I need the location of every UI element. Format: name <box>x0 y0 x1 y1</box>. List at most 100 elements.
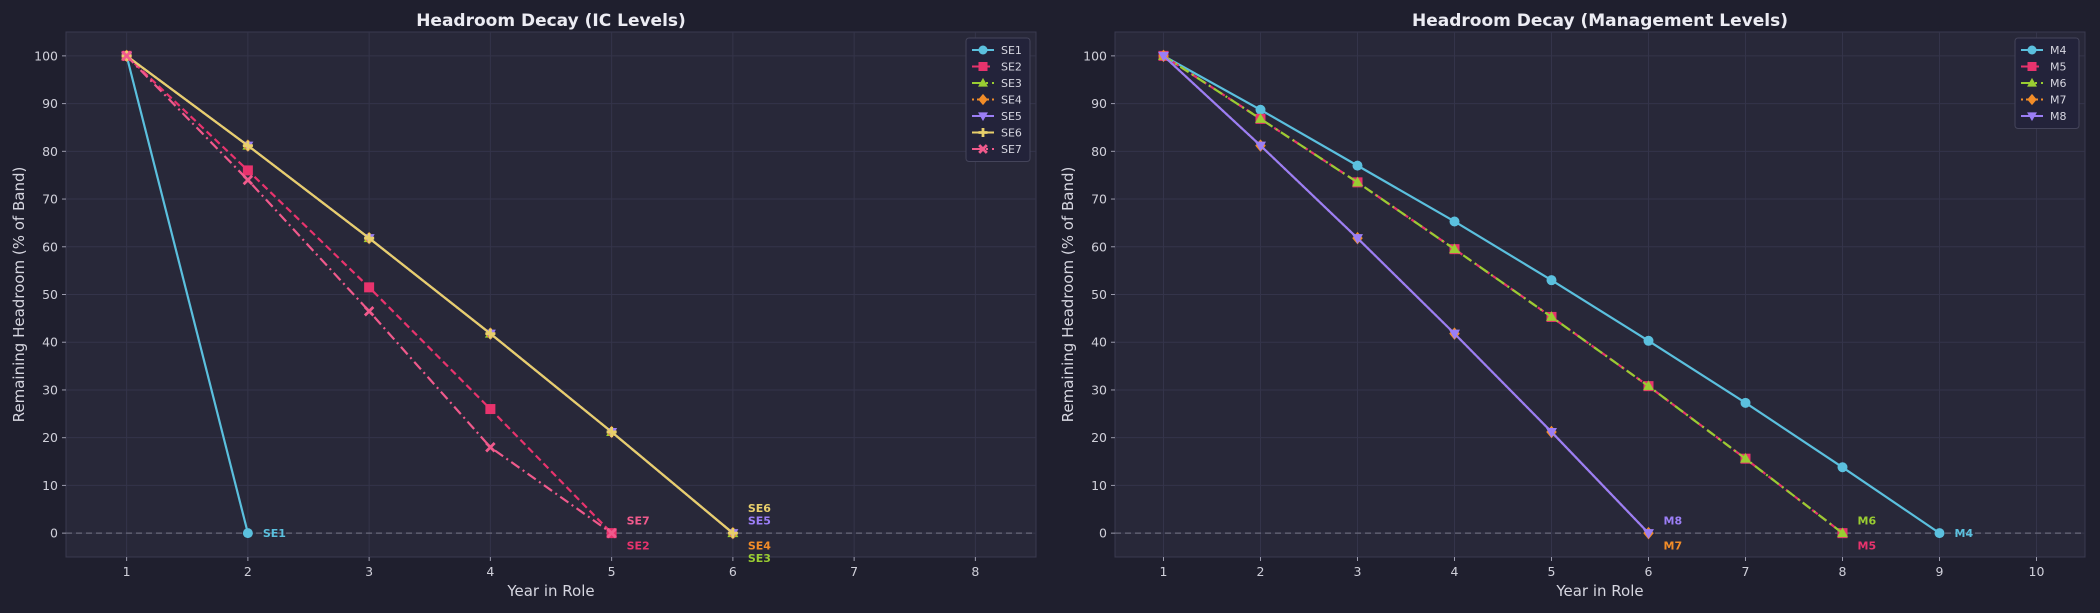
data-point-m6 <box>1546 311 1557 321</box>
legend-item-m4: M4 <box>2021 44 2067 57</box>
x-tick-label: 10 <box>2029 564 2045 579</box>
data-point-se2 <box>485 404 496 415</box>
x-tick-label: 4 <box>486 564 494 579</box>
mgmt-end-labels: M8 M7 M6 M5 M4 <box>1664 515 1974 553</box>
legend-item-se1: SE1 <box>972 44 1022 57</box>
y-tick-label: 10 <box>1091 478 1107 493</box>
mgmt-chart-title: Headroom Decay (Management Levels) <box>1412 11 1788 31</box>
legend-item-se4: SE4 <box>972 94 1022 107</box>
y-tick-label: 100 <box>1083 48 1107 63</box>
x-tick-label: 5 <box>1548 564 1556 579</box>
data-point-m6 <box>1449 243 1460 254</box>
series-se6 <box>121 50 738 539</box>
end-label-se4: SE4 <box>748 540 771 553</box>
data-point-se7 <box>606 527 617 539</box>
data-point-m8 <box>1352 234 1363 244</box>
end-label-se2: SE2 <box>627 540 650 553</box>
y-tick-label: 60 <box>1091 239 1107 254</box>
series-line-se6 <box>125 54 734 534</box>
x-tick-label: 4 <box>1451 564 1459 579</box>
y-tick-label: 40 <box>1091 335 1107 350</box>
data-point-se6 <box>485 328 496 339</box>
legend-item-m5: M5 <box>2021 61 2067 74</box>
data-point-se6 <box>242 140 253 151</box>
data-point-m6 <box>1837 527 1848 538</box>
data-point-m8 <box>1546 427 1557 438</box>
ic-legend: SE1 SE2 SE3 SE4 SE5 SE6 SE7 <box>965 37 1031 162</box>
legend-label: SE3 <box>1001 77 1022 90</box>
mgmt-legend: M4 M5 M6 M7 M8 <box>2014 37 2080 129</box>
legend-label: SE7 <box>1001 143 1022 156</box>
y-tick-label: 30 <box>42 382 58 397</box>
y-tick-label: 40 <box>42 335 58 350</box>
y-tick-label: 10 <box>42 478 58 493</box>
x-tick-label: 1 <box>123 564 131 579</box>
data-point-m8 <box>1158 51 1169 62</box>
data-point-m4 <box>1449 216 1460 227</box>
x-tick-label: 6 <box>1645 564 1653 579</box>
legend-label: SE1 <box>1001 44 1022 57</box>
x-tick-label: 5 <box>608 564 616 579</box>
legend-swatch-marker <box>978 144 988 154</box>
y-tick-label: 20 <box>1091 430 1107 445</box>
legend-label: M5 <box>2050 61 2067 74</box>
data-point-se1 <box>242 528 253 539</box>
y-tick-label: 70 <box>42 192 58 207</box>
series-m8 <box>1158 51 1654 539</box>
legend-swatch-marker <box>978 128 988 137</box>
data-point-se7 <box>485 441 496 453</box>
data-point-m4 <box>1643 335 1654 346</box>
data-point-m4 <box>1740 397 1751 408</box>
legend-swatch-marker <box>2027 77 2037 87</box>
legend-swatch-marker <box>2027 93 2037 106</box>
x-tick-label: 8 <box>971 564 979 579</box>
mgmt-y-axis-label: Remaining Headroom (% of Band) <box>1059 167 1077 423</box>
legend-swatch-marker <box>2027 45 2037 55</box>
data-point-m4 <box>1546 275 1557 286</box>
legend-swatch-marker <box>978 45 988 55</box>
data-point-m8 <box>1643 529 1654 539</box>
y-tick-label: 30 <box>1091 382 1107 397</box>
x-tick-label: 6 <box>729 564 737 579</box>
end-label-se6: SE6 <box>748 502 771 515</box>
x-tick-label: 2 <box>244 564 252 579</box>
series-line-m6 <box>1162 54 1844 535</box>
data-point-m8 <box>1255 141 1266 152</box>
legend-label: M8 <box>2050 110 2067 123</box>
end-label-se5: SE5 <box>748 515 771 528</box>
data-point-se2 <box>364 282 375 293</box>
y-tick-label: 100 <box>34 48 58 63</box>
data-point-se7 <box>121 50 132 62</box>
x-tick-label: 3 <box>365 564 373 579</box>
legend-item-m7: M7 <box>2021 94 2067 107</box>
ic-series <box>121 49 739 540</box>
data-point-se7 <box>242 174 254 186</box>
legend-label: M4 <box>2050 44 2067 57</box>
y-tick-label: 90 <box>1091 96 1107 111</box>
y-tick-label: 20 <box>42 430 58 445</box>
end-label-se1: SE1 <box>263 527 286 540</box>
data-point-m6 <box>1255 113 1266 123</box>
data-point-m8 <box>1449 329 1460 340</box>
data-point-se2 <box>242 165 253 176</box>
data-point-m6 <box>1643 380 1654 391</box>
legend-item-se3: SE3 <box>972 77 1022 90</box>
y-tick-label: 70 <box>1091 192 1107 207</box>
series-line-m8 <box>1162 55 1650 534</box>
legend-label: M7 <box>2050 94 2067 107</box>
x-tick-label: 8 <box>1839 564 1847 579</box>
legend-swatch-marker <box>978 77 988 87</box>
legend-label: M6 <box>2050 77 2067 90</box>
mgmt-x-axis-label: Year in Role <box>1555 582 1643 600</box>
data-point-m4 <box>1255 104 1266 115</box>
x-tick-label: 2 <box>1257 564 1265 579</box>
x-tick-label: 7 <box>850 564 858 579</box>
y-tick-label: 80 <box>1091 144 1107 159</box>
legend-item-m8: M8 <box>2021 110 2067 123</box>
